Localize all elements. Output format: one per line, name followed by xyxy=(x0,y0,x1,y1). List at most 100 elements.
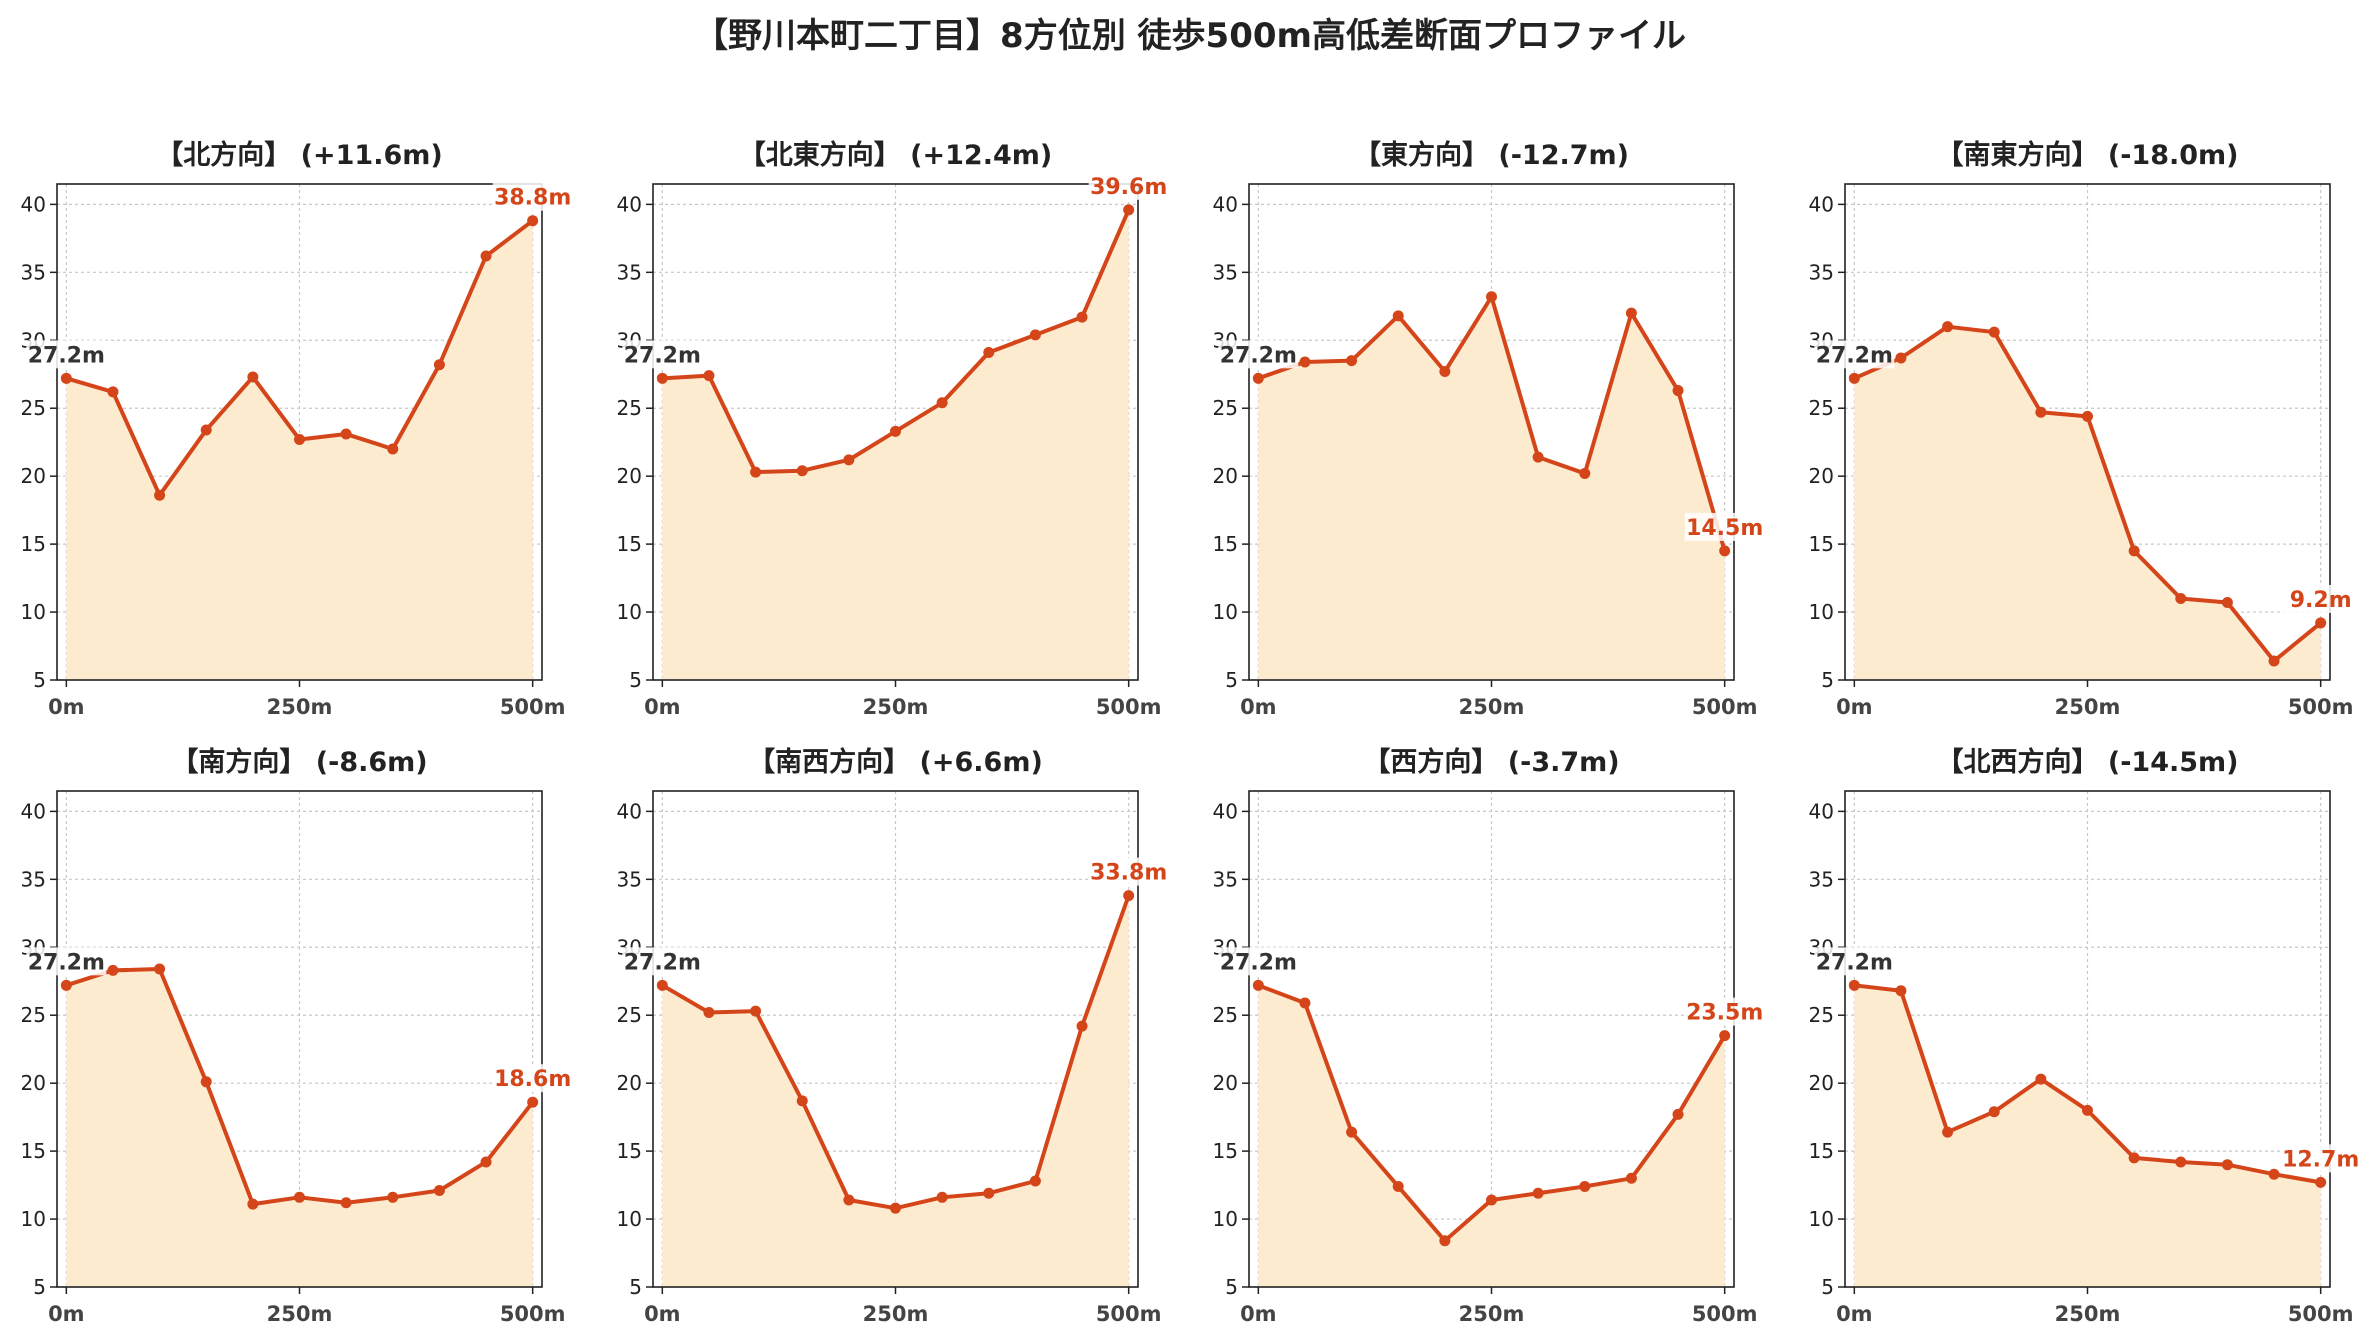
data-point xyxy=(983,347,995,359)
y-tick-label: 25 xyxy=(1213,1003,1238,1027)
data-point xyxy=(1346,1126,1358,1138)
x-tick-label: 250m xyxy=(863,1302,929,1326)
chart-title: 【南西方向】 (+6.6m) xyxy=(748,746,1043,778)
data-point xyxy=(1392,1180,1404,1192)
y-tick-label: 15 xyxy=(1213,1139,1238,1163)
data-point xyxy=(1029,1175,1041,1187)
data-point xyxy=(656,372,668,384)
start-label-bg xyxy=(1814,340,1895,369)
end-label-bg xyxy=(1088,171,1169,200)
x-tick-label: 0m xyxy=(1836,1302,1873,1326)
data-point xyxy=(2175,1156,2187,1168)
data-point xyxy=(1532,451,1544,463)
data-point xyxy=(200,1076,212,1088)
data-point xyxy=(1625,307,1637,319)
x-tick-label: 0m xyxy=(48,695,85,719)
start-label-bg xyxy=(26,947,107,976)
y-tick-label: 5 xyxy=(1821,668,1834,692)
end-label-bg xyxy=(1684,997,1765,1026)
start-label-bg xyxy=(1814,947,1895,976)
y-tick-label: 10 xyxy=(1809,1207,1834,1231)
end-label-bg xyxy=(2280,584,2361,613)
data-point xyxy=(1486,1194,1497,1206)
data-point xyxy=(107,964,119,976)
data-point xyxy=(1439,366,1451,378)
data-point xyxy=(2035,406,2047,418)
data-point xyxy=(843,454,855,466)
data-point xyxy=(527,1096,539,1108)
area-fill xyxy=(1854,326,2321,680)
end-label: 38.8m xyxy=(494,186,571,211)
y-tick-label: 40 xyxy=(1213,799,1238,823)
data-point xyxy=(387,443,399,455)
area-fill xyxy=(66,220,533,680)
data-point xyxy=(936,397,948,409)
start-label-bg xyxy=(622,340,703,369)
data-point xyxy=(2221,597,2233,609)
end-label-bg xyxy=(2280,1144,2361,1173)
y-tick-label: 15 xyxy=(617,1139,642,1163)
area-fill xyxy=(1854,985,2321,1287)
x-tick-label: 0m xyxy=(1240,695,1277,719)
data-point xyxy=(1123,890,1135,902)
end-label-bg xyxy=(492,182,573,211)
start-label: 27.2m xyxy=(1816,950,1893,975)
data-point xyxy=(154,489,166,501)
data-point xyxy=(1392,310,1404,322)
data-point xyxy=(2315,1176,2327,1188)
data-point xyxy=(60,979,72,991)
y-tick-label: 25 xyxy=(21,1003,46,1027)
start-label-bg xyxy=(26,340,107,369)
data-point xyxy=(433,1185,445,1197)
data-point xyxy=(480,1156,492,1168)
page-title: 【野川本町二丁目】8方位別 徒歩500m高低差断面プロファイル xyxy=(694,16,1686,56)
end-label: 18.6m xyxy=(494,1067,571,1092)
y-tick-label: 10 xyxy=(1213,1207,1238,1231)
data-point xyxy=(247,1198,259,1210)
data-point xyxy=(2082,410,2093,422)
area-fill xyxy=(662,209,1129,680)
data-point xyxy=(750,466,762,478)
area-fill xyxy=(1258,296,1725,680)
y-tick-label: 35 xyxy=(1213,867,1238,891)
y-tick-label: 20 xyxy=(1809,464,1834,488)
end-label: 12.7m xyxy=(2282,1147,2359,1172)
data-point xyxy=(1029,329,1041,341)
data-point xyxy=(1299,997,1311,1009)
end-label: 9.2m xyxy=(2290,588,2352,613)
start-label: 27.2m xyxy=(1220,343,1297,368)
y-tick-label: 5 xyxy=(1225,668,1238,692)
data-point xyxy=(750,1005,762,1017)
data-point xyxy=(1579,1180,1591,1192)
y-tick-label: 35 xyxy=(1809,867,1834,891)
start-label-bg xyxy=(1218,340,1299,369)
start-label: 27.2m xyxy=(28,950,105,975)
y-tick-label: 20 xyxy=(1213,1071,1238,1095)
data-point xyxy=(656,979,668,991)
y-tick-label: 5 xyxy=(1821,1275,1834,1299)
y-tick-label: 20 xyxy=(21,464,46,488)
y-tick-label: 25 xyxy=(1809,396,1834,420)
y-tick-label: 40 xyxy=(1213,192,1238,216)
start-label: 27.2m xyxy=(624,343,701,368)
data-point xyxy=(1579,467,1591,479)
y-tick-label: 15 xyxy=(21,1139,46,1163)
data-point xyxy=(247,371,259,383)
end-label-bg xyxy=(1088,857,1169,886)
data-point xyxy=(1252,372,1264,384)
data-point xyxy=(2268,1168,2280,1180)
data-point xyxy=(1988,1106,2000,1118)
end-label: 39.6m xyxy=(1090,175,1167,200)
data-point xyxy=(154,963,166,975)
data-point xyxy=(1895,352,1907,364)
y-tick-label: 5 xyxy=(629,668,642,692)
y-tick-label: 20 xyxy=(617,1071,642,1095)
data-point xyxy=(1719,1030,1731,1042)
y-tick-label: 25 xyxy=(21,396,46,420)
x-tick-label: 0m xyxy=(644,1302,681,1326)
start-label: 27.2m xyxy=(624,950,701,975)
